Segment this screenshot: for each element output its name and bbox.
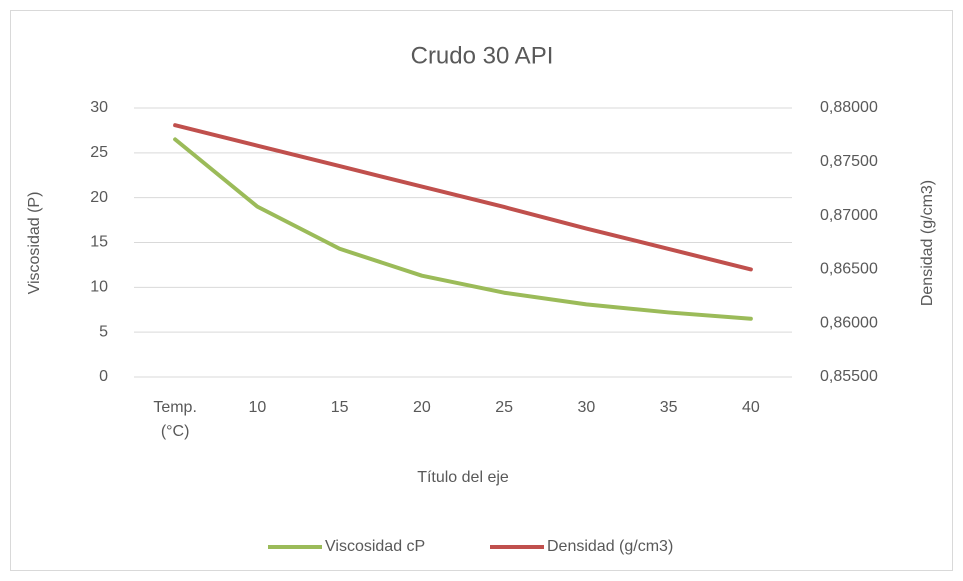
y-tick-label: 10 — [90, 279, 108, 296]
y-tick-label: 0 — [99, 368, 108, 385]
line-series — [173, 123, 753, 272]
y2-tick-label: 0,86500 — [820, 261, 878, 278]
y2-tick-label: 0,86000 — [820, 314, 878, 331]
y-tick-label: 15 — [90, 234, 108, 251]
x-tick-label: 30 — [577, 399, 596, 416]
legend-label: Viscosidad cP — [325, 538, 425, 555]
line-series — [173, 137, 753, 321]
x-axis-title: Título del eje — [417, 469, 509, 486]
x-tick-label: 25 — [495, 399, 514, 416]
x-tick-label: 20 — [412, 399, 431, 416]
y-axis-title: Viscosidad (P) — [26, 192, 43, 295]
x-tick-label: 10 — [248, 399, 267, 416]
y2-tick-label: 0,88000 — [820, 99, 878, 116]
chart-title: Crudo 30 API — [411, 42, 554, 69]
y2-tick-label: 0,87000 — [820, 207, 878, 224]
x-tick-label: Temp. (°C) — [153, 399, 197, 440]
x-tick-label: 35 — [659, 399, 678, 416]
y-tick-label: 5 — [99, 323, 108, 340]
y-tick-label: 20 — [90, 189, 108, 206]
y2-tick-label: 0,85500 — [820, 368, 878, 385]
x-tick-label: 15 — [330, 399, 349, 416]
y-tick-label: 30 — [90, 99, 108, 116]
y-tick-label: 25 — [90, 144, 108, 161]
y2-tick-label: 0,87500 — [820, 153, 878, 170]
x-tick-label: 40 — [741, 399, 760, 416]
y2-axis-title: Densidad (g/cm3) — [919, 180, 936, 306]
legend-label: Densidad (g/cm3) — [547, 538, 673, 555]
chart-border — [10, 10, 953, 571]
